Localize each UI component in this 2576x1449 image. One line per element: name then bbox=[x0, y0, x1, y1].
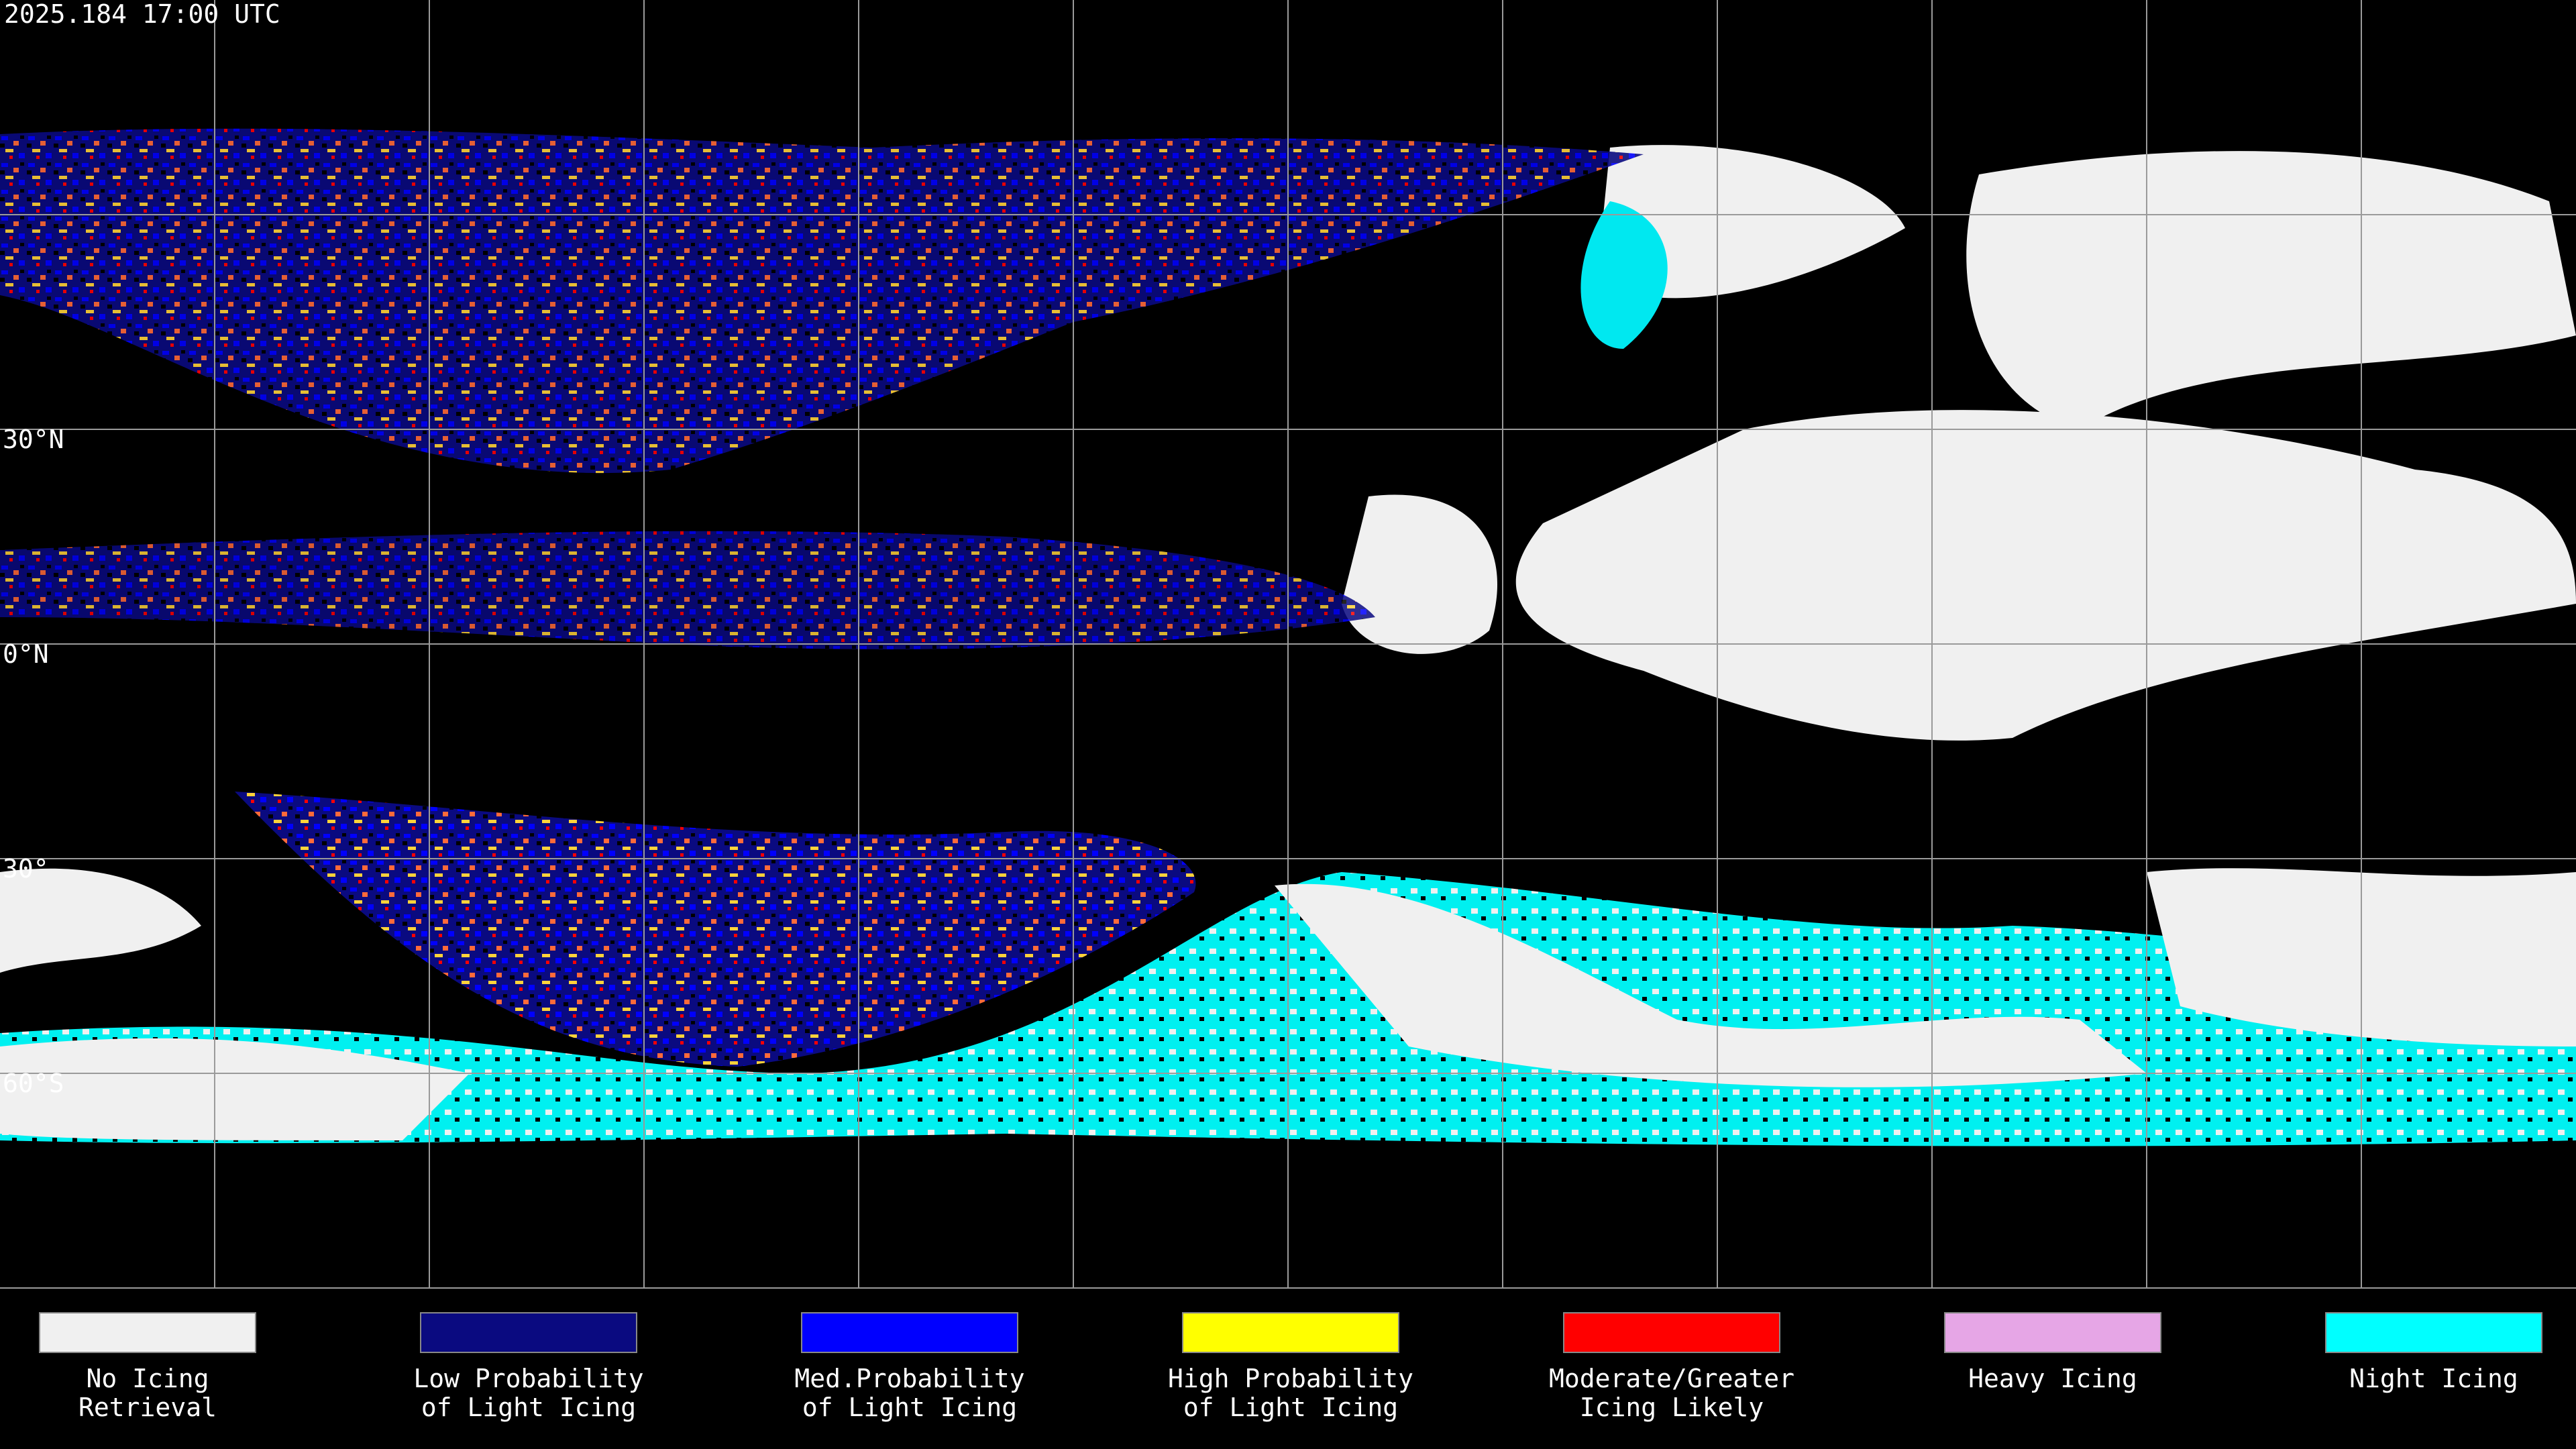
cloud bbox=[1275, 883, 2147, 1087]
legend-swatch bbox=[801, 1312, 1018, 1353]
legend-label: No Icing bbox=[86, 1364, 209, 1393]
latitude-label: 60°S bbox=[3, 1069, 64, 1098]
graticule bbox=[0, 0, 2576, 1289]
cloud bbox=[1597, 145, 1905, 299]
latitude-label: 0°N bbox=[3, 639, 49, 669]
legend-swatch bbox=[39, 1312, 256, 1353]
legend-swatch bbox=[1182, 1312, 1399, 1353]
legend-label: of Light Icing bbox=[1183, 1393, 1398, 1422]
cloud bbox=[0, 1038, 470, 1140]
night-icing-cloud bbox=[1580, 201, 1668, 349]
legend-label: Retrieval bbox=[78, 1393, 217, 1422]
legend-swatch bbox=[420, 1312, 637, 1353]
icing-region bbox=[235, 792, 1196, 1067]
legend-label: Low Probability bbox=[413, 1364, 643, 1393]
legend-swatch bbox=[1563, 1312, 1780, 1353]
legend-label: Med.Probability bbox=[794, 1364, 1024, 1393]
legend-label: of Light Icing bbox=[421, 1393, 636, 1422]
cloud bbox=[0, 868, 201, 973]
timestamp: 2025.184 17:00 UTC bbox=[4, 0, 280, 29]
cloud bbox=[1966, 151, 2576, 429]
legend-label: Night Icing bbox=[2349, 1364, 2518, 1393]
clear-area bbox=[724, 665, 1020, 775]
legend-swatch bbox=[2325, 1312, 2542, 1353]
legend-label: Moderate/Greater bbox=[1549, 1364, 1794, 1393]
icing-region bbox=[0, 531, 1375, 649]
legend-label: of Light Icing bbox=[802, 1393, 1017, 1422]
latitude-label: 30°N bbox=[3, 425, 64, 454]
legend-swatch bbox=[1944, 1312, 2161, 1353]
cloud bbox=[1342, 494, 1497, 654]
legend-label: Heavy Icing bbox=[1968, 1364, 2137, 1393]
cloud bbox=[1515, 410, 2576, 741]
legend-label: Icing Likely bbox=[1580, 1393, 1764, 1422]
legend-label: High Probability bbox=[1168, 1364, 1413, 1393]
latitude-label: 30° bbox=[3, 854, 49, 883]
